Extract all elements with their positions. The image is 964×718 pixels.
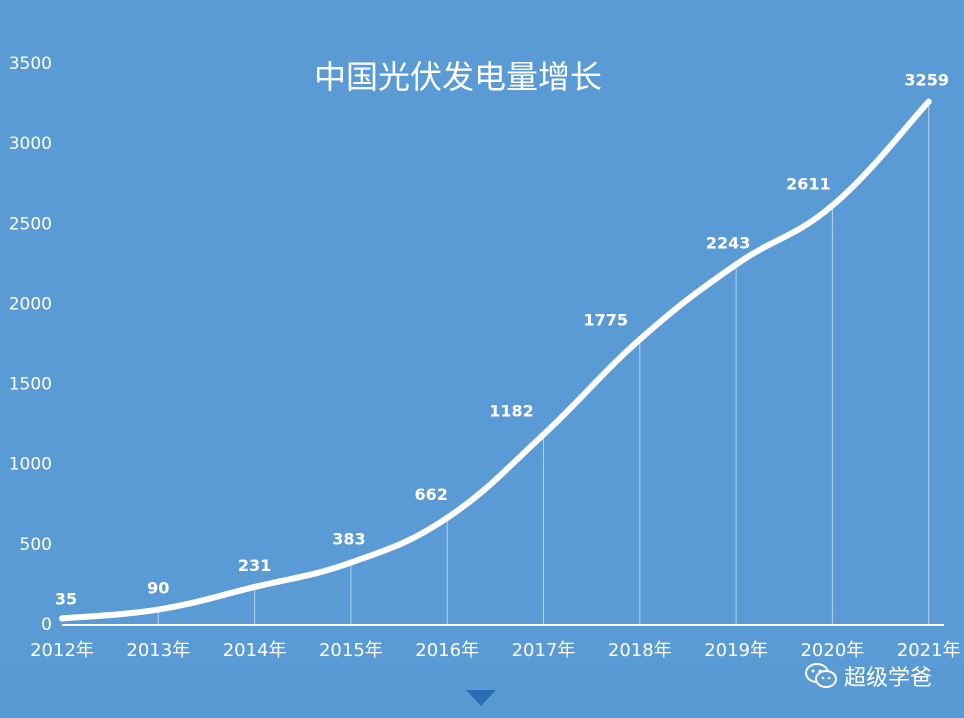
data-label: 2611 bbox=[786, 174, 831, 193]
chart-title: 中国光伏发电量增长 bbox=[314, 58, 602, 96]
data-labels: 35 90 231 383 662 1182 1775 2243 2611 3259 bbox=[55, 71, 949, 609]
data-point bbox=[636, 336, 643, 343]
y-tick-label: 1500 bbox=[9, 375, 52, 395]
x-tick-label: 2014年 bbox=[223, 640, 287, 661]
x-tick-label: 2012年 bbox=[30, 640, 94, 661]
data-label: 35 bbox=[55, 589, 77, 608]
scroll-down-arrow-icon[interactable] bbox=[466, 690, 496, 706]
watermark-text: 超级学爸 bbox=[843, 666, 932, 691]
data-label: 1182 bbox=[489, 402, 534, 421]
series-line-path bbox=[59, 98, 932, 622]
data-label: 662 bbox=[414, 485, 447, 504]
y-tick-label: 3000 bbox=[9, 134, 52, 154]
y-tick-label: 0 bbox=[41, 615, 52, 635]
x-tick-label: 2018年 bbox=[608, 640, 672, 661]
data-point bbox=[540, 431, 547, 438]
data-point bbox=[733, 261, 740, 268]
data-point bbox=[829, 202, 836, 209]
data-point bbox=[59, 615, 65, 622]
x-axis: 2012年 2013年 2014年 2015年 2016年 2017年 2018年 2019年… bbox=[30, 624, 961, 661]
y-axis: 0 500 1000 1500 2000 2500 3000 3500 bbox=[9, 54, 52, 635]
data-label: 90 bbox=[147, 579, 169, 598]
x-tick-label: 2017年 bbox=[512, 640, 576, 661]
x-tick-label: 2020年 bbox=[800, 640, 864, 661]
y-tick-label: 500 bbox=[20, 535, 52, 555]
y-tick-label: 3500 bbox=[9, 54, 52, 74]
data-point bbox=[251, 583, 258, 590]
x-tick-label: 2019年 bbox=[704, 640, 768, 661]
data-point bbox=[347, 559, 354, 566]
x-tick-label: 2021年 bbox=[897, 640, 961, 661]
data-point bbox=[155, 606, 162, 613]
wechat-icon bbox=[804, 663, 837, 688]
watermark: 超级学爸 bbox=[804, 660, 932, 692]
data-label: 231 bbox=[238, 556, 271, 575]
y-tick-label: 2500 bbox=[9, 214, 52, 234]
data-label: 2243 bbox=[706, 233, 751, 252]
x-tick-label: 2013年 bbox=[126, 640, 190, 661]
x-tick-label: 2016年 bbox=[415, 640, 479, 661]
series-line bbox=[59, 98, 932, 622]
x-tick-label: 2015年 bbox=[319, 640, 383, 661]
data-point bbox=[925, 98, 932, 105]
data-label: 3259 bbox=[904, 71, 949, 90]
data-point bbox=[444, 514, 451, 521]
y-tick-label: 2000 bbox=[9, 294, 52, 314]
drop-lines bbox=[157, 101, 930, 624]
data-label: 1775 bbox=[584, 310, 629, 329]
data-label: 383 bbox=[332, 530, 365, 549]
y-tick-label: 1000 bbox=[9, 455, 52, 475]
